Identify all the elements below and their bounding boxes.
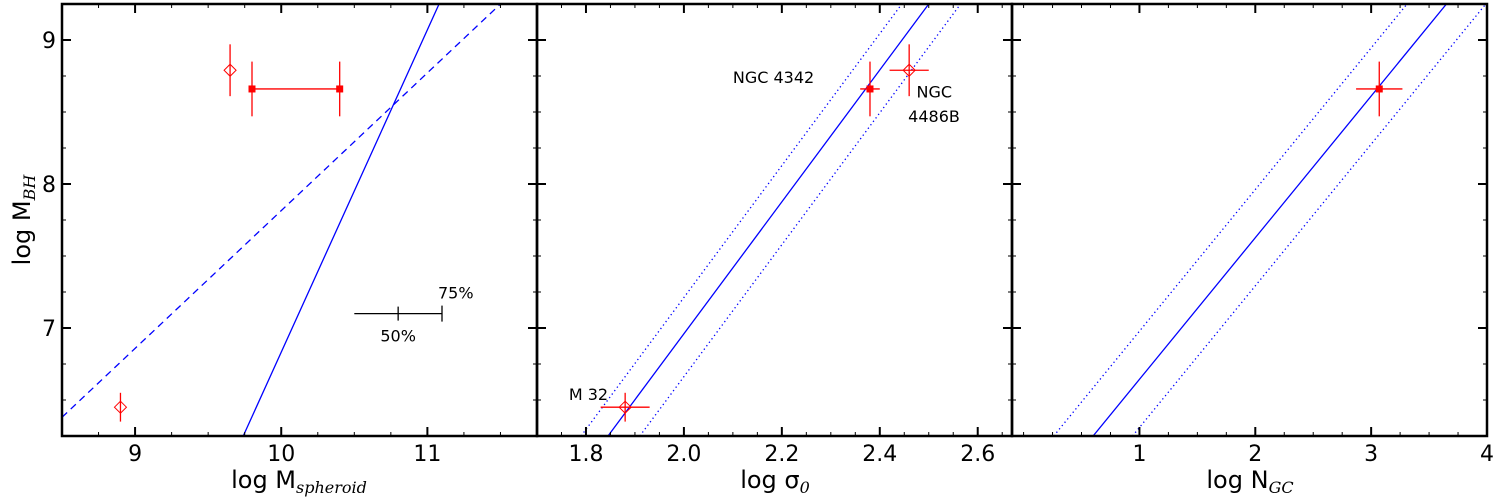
data-point [113,392,128,422]
x-tick-label: 10 [267,442,295,467]
annotation-label: 4486B [908,107,960,126]
ticks: 9 10 11 7 8 9 [42,3,546,467]
data-point [223,44,237,97]
fit-line-dotted [580,4,903,436]
fit-line-solid [242,4,440,436]
x-tick-label: 1 [1132,442,1146,467]
data-point [248,61,256,117]
panel2-x-axis-label: log σ0 [740,466,810,497]
x-tick-label: 2.6 [960,442,995,467]
x-tick-label: 2.4 [862,442,897,467]
diamond-marker [223,63,237,77]
y-axis-label: log MBH [8,174,39,266]
square-marker [866,85,874,93]
annotation-label: NGC 4342 [733,68,814,87]
panel-3: 1 2 3 4 [1003,2,1494,467]
x-tick-label: 4 [1480,442,1494,467]
diamond-marker [902,63,916,77]
x-tick-label: 2.2 [764,442,799,467]
data-point [860,61,880,117]
y-tick-label: 7 [42,317,56,342]
annotation-label: M 32 [569,385,608,404]
data-point [889,44,929,97]
scale-bar-label-mid: 50% [380,327,416,346]
scale-bar: 50% 75% [354,284,474,346]
square-marker [248,85,256,93]
fit-line-solid [607,4,930,436]
panel-2: NGC 4342 NGC 4486B M 32 1.8 2.0 2.2 2.4 2.6 [528,2,1021,467]
x-tick-label: 3 [1364,442,1378,467]
y-tick-label: 8 [42,173,56,198]
panel-1: 50% 75% 9 10 11 7 8 9 [42,2,546,467]
square-marker [1375,85,1383,93]
data-point [1356,61,1403,117]
panel1-x-axis-label: log Mspheroid [231,466,367,497]
fit-line-dotted [639,4,962,436]
data-point [336,61,344,117]
x-tick-label: 11 [413,442,441,467]
square-marker [336,85,344,93]
x-tick-label: 1.8 [568,442,603,467]
fit-line-solid [1092,4,1447,436]
diamond-marker [113,400,128,414]
scale-bar-label-end: 75% [438,284,474,303]
annotation-label: NGC [917,83,953,102]
x-tick-label: 2.0 [666,442,701,467]
fit-line-dashed [62,4,501,418]
data-point [600,392,650,422]
diamond-marker [618,400,632,414]
panel-frame [60,2,539,438]
panel-frame [1010,2,1489,438]
fit-line-dotted [1131,4,1487,436]
y-tick-label: 9 [42,29,56,54]
x-tick-label: 2 [1248,442,1262,467]
fit-line-dotted [1053,4,1408,436]
x-tick-label: 9 [128,442,142,467]
ticks: 1 2 3 4 [1003,3,1494,467]
panel3-x-axis-label: log NGC [1206,466,1293,497]
